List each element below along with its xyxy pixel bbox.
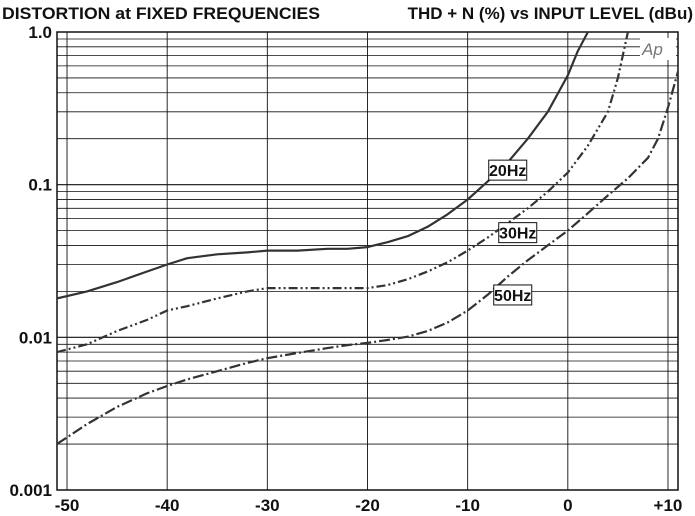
x-tick-label: -50 (55, 496, 80, 515)
y-tick-label: 0.001 (9, 481, 52, 500)
x-tick-label: -40 (155, 496, 180, 515)
series-labels: 20Hz 30Hz 50Hz (488, 159, 538, 306)
chart-title: DISTORTION at FIXED FREQUENCIES (2, 4, 320, 23)
ap-logo-text: Ap (641, 40, 663, 59)
x-tick-label: -20 (355, 496, 380, 515)
y-tick-label: 0.1 (28, 176, 52, 195)
series-lines (57, 32, 678, 445)
grid-lines (57, 32, 678, 490)
x-tick-label: -10 (455, 496, 480, 515)
chart-subtitle: THD + N (%) vs INPUT LEVEL (dBu) (408, 4, 693, 23)
ap-logo: Ap (640, 38, 676, 60)
series-label-box (498, 222, 538, 244)
series-line-20hz (57, 32, 590, 300)
series-line-50hz (57, 71, 678, 445)
series-label-50hz: 50Hz (494, 288, 531, 305)
x-tick-label: 0 (563, 496, 572, 515)
y-tick-label: 1.0 (28, 23, 52, 42)
series-label-30hz: 30Hz (499, 226, 536, 243)
series-label-20hz: 20Hz (489, 163, 526, 180)
series-label-box (488, 159, 528, 181)
x-tick-label: -30 (255, 496, 280, 515)
x-axis-ticks: -50 -40 -30 -20 -10 0 +10 (55, 496, 683, 515)
plot-frame (56, 31, 679, 491)
y-axis-ticks: 1.0 0.1 0.01 0.001 (9, 23, 52, 500)
series-line-30hz (57, 32, 629, 354)
x-tick-label: +10 (654, 496, 683, 515)
y-tick-label: 0.01 (19, 328, 52, 347)
series-label-box (493, 284, 533, 306)
